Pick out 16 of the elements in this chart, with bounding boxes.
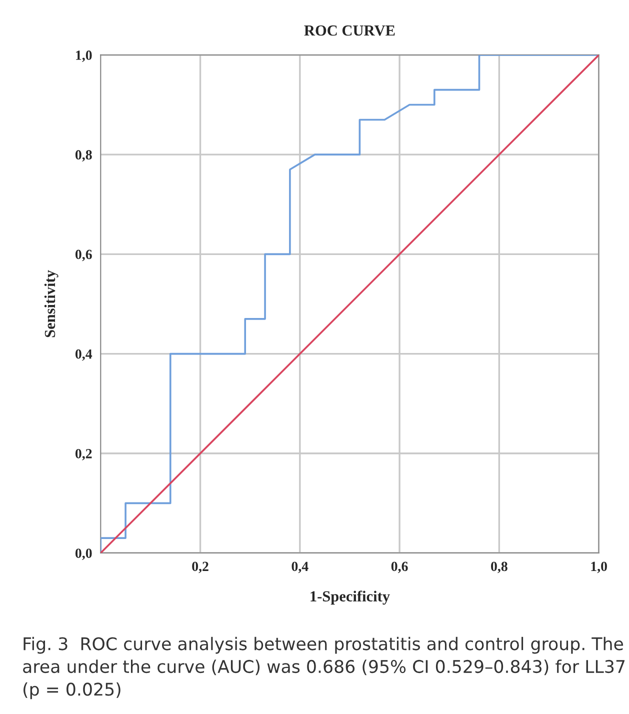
y-tick-label: 0,6: [75, 250, 92, 262]
y-tick-label: 1,0: [76, 50, 92, 62]
line-series: [100, 54, 599, 553]
caption: Fig. 3 ROC curve analysis between prostatitis and control group. The area under the curve (AUC) was 0.686 (95% CI 0.529–0.843) for LL37 (p = 0.025): [23, 636, 625, 700]
x-tick-label: 0,6: [391, 562, 408, 574]
y-tick-label: 0,8: [75, 150, 92, 162]
y-tick-label: 0,2: [75, 448, 92, 460]
x-tick-label: 0,8: [491, 562, 508, 574]
y-tick-label: 0,4: [75, 349, 92, 361]
chart-title: ROC CURVE: [304, 25, 395, 36]
x-tick-label: 1,0: [591, 562, 607, 574]
x-axis-title: 1-Specificity: [310, 590, 390, 605]
y-tick-label: 0,0: [75, 548, 92, 560]
x-tick-label: 0,4: [292, 562, 308, 574]
x-tick-label: 0,2: [192, 562, 208, 574]
y-axis-title: Sensitivity: [44, 270, 58, 338]
